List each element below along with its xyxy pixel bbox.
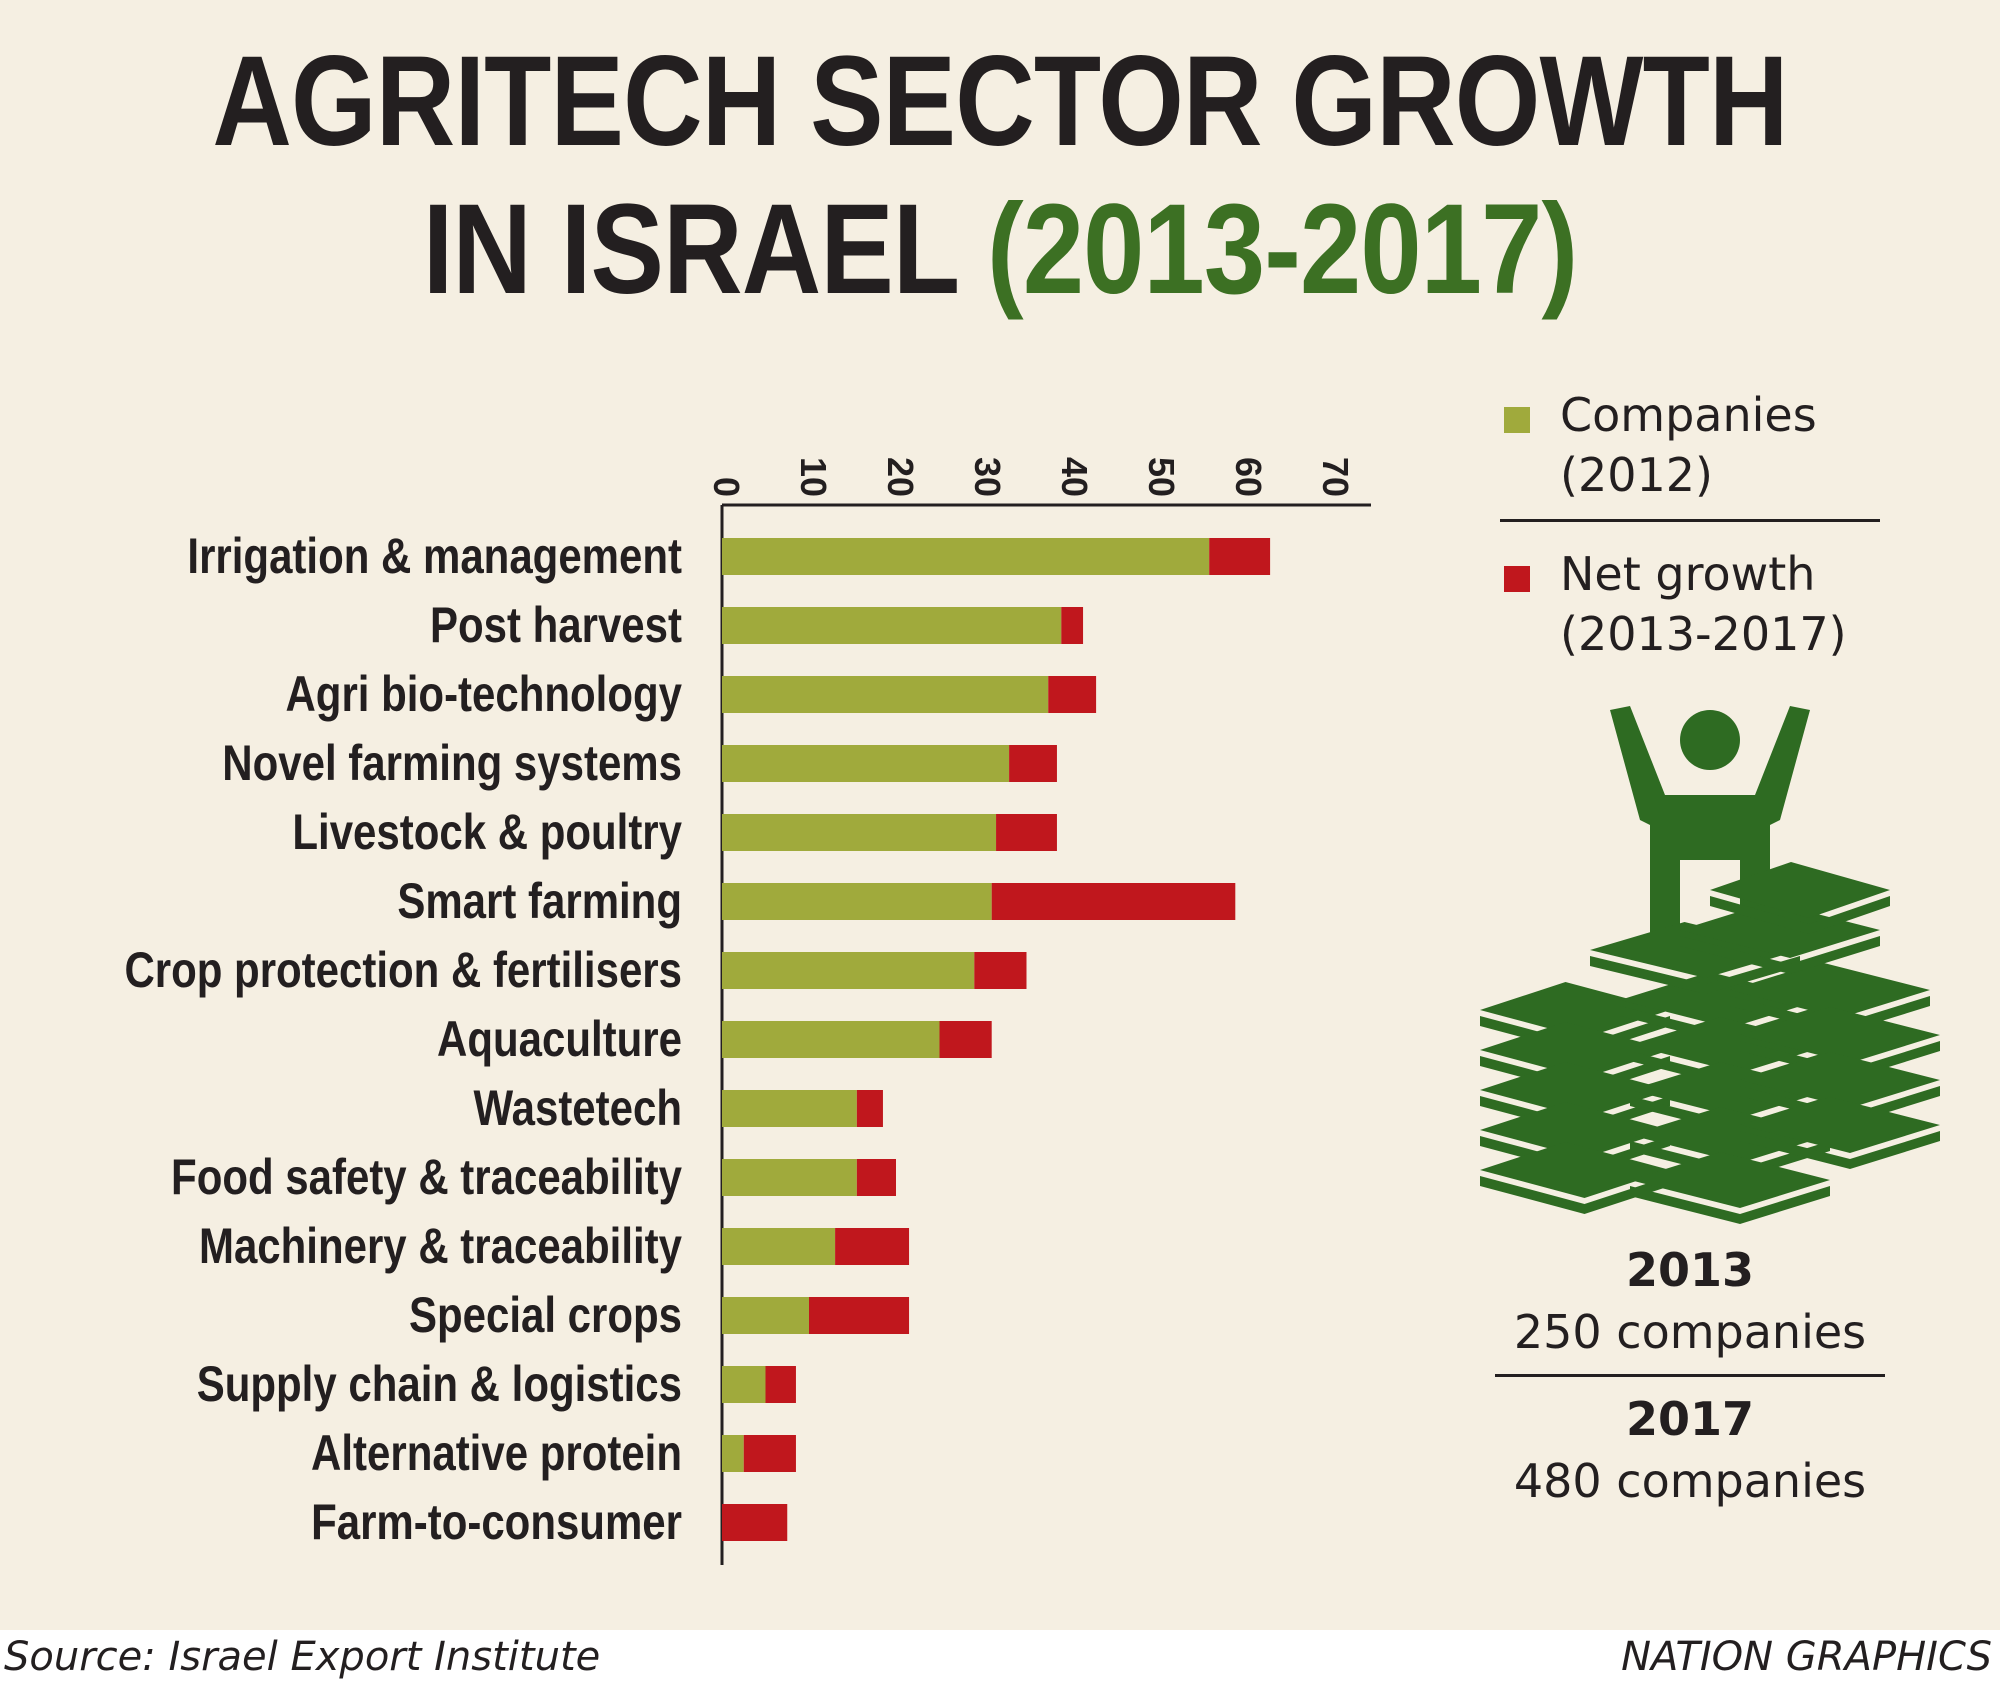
category-label: Alternative protein [311,1425,682,1481]
bar-net-growth [939,1021,992,1058]
x-tick-label: 70 [1315,457,1356,497]
bar-companies [722,745,1010,782]
totals-count-2013: 250 companies [1513,1305,1867,1359]
category-label: Wastetech [474,1080,682,1136]
x-tick-label: 40 [1054,457,1095,497]
totals-year-2013: 2013 [1625,1243,1755,1297]
bar-net-growth [722,1504,788,1541]
category-label: Special crops [409,1287,682,1343]
bar-companies [722,1021,940,1058]
title-line-2-text: IN ISRAEL [422,178,958,321]
legend-swatch-companies [1504,407,1530,433]
totals-count-2017: 480 companies [1513,1454,1867,1508]
bar-companies [722,952,975,989]
bar-companies [722,1090,857,1127]
footer: Source: Israel Export Institute NATION G… [0,1630,2000,1692]
category-label: Smart farming [397,873,682,929]
title-accent: (2013-2017) [987,178,1578,321]
bar-net-growth [1048,676,1097,713]
x-tick-label: 50 [1141,457,1182,497]
source-note: Source: Israel Export Institute [4,1634,601,1680]
person-on-money-stack-icon [1480,706,1940,1224]
legend-item-net-growth: Net growth (2013-2017) [1500,544,1880,664]
totals-year-2017: 2017 [1625,1392,1755,1446]
chart-bars [722,538,1271,1541]
x-tick-label: 20 [880,457,921,497]
bar-companies [722,1159,857,1196]
category-label: Aquaculture [437,1011,682,1067]
category-label: Food safety & traceability [171,1149,682,1205]
category-label: Machinery & traceability [199,1218,682,1274]
x-tick-label: 60 [1228,457,1269,497]
bar-net-growth [765,1366,796,1403]
bar-net-growth [1209,538,1271,575]
bar-companies [722,607,1062,644]
bar-companies [722,1366,766,1403]
category-label: Livestock & poultry [292,804,682,860]
legend-companies-line1: Companies [1560,388,1817,442]
bar-net-growth [809,1297,910,1334]
bar-net-growth [991,883,1236,920]
legend-companies-line2: (2012) [1560,448,1713,502]
bar-companies [722,1297,809,1334]
category-label: Agri bio-technology [285,666,682,722]
legend-item-companies: Companies (2012) [1500,385,1880,505]
legend-growth-line1: Net growth [1560,547,1816,601]
x-tick-label: 10 [793,457,834,497]
bar-net-growth [856,1090,883,1127]
bar-companies [722,538,1210,575]
title-line-2: IN ISRAEL (2013-2017) [140,176,1860,324]
category-label: Crop protection & fertilisers [124,942,682,998]
bar-net-growth [996,814,1057,851]
category-label: Irrigation & management [187,528,682,584]
x-tick-label: 0 [706,477,747,497]
legend: Companies (2012) Net growth (2013-2017) [1500,385,1880,664]
bar-net-growth [743,1435,796,1472]
legend-growth-line2: (2013-2017) [1560,607,1847,661]
totals-divider [1495,1374,1885,1377]
category-label: Novel farming systems [222,735,682,791]
bar-net-growth [835,1228,910,1265]
totals-panel: 2013 250 companies 2017 480 companies [1495,1240,1885,1513]
x-tick-label: 30 [967,457,1008,497]
title-line-1: AGRITECH SECTOR GROWTH [212,30,1788,173]
category-label: Post harvest [430,597,682,653]
bar-net-growth [1061,607,1084,644]
bar-net-growth [974,952,1027,989]
bar-companies [722,814,997,851]
bar-companies [722,1228,836,1265]
credit-note: NATION GRAPHICS [1621,1634,1992,1680]
category-label: Supply chain & logistics [197,1356,682,1412]
bar-net-growth [856,1159,896,1196]
legend-swatch-net-growth [1504,566,1530,592]
category-label: Farm-to-consumer [311,1494,682,1550]
bar-companies [722,1435,744,1472]
bar-companies [722,676,1049,713]
page-title: AGRITECH SECTOR GROWTH IN ISRAEL (2013-2… [140,28,1860,324]
bar-companies [722,883,992,920]
category-labels: Irrigation & management Post harvest Agri … [124,528,682,1550]
bar-net-growth [1009,745,1057,782]
legend-divider [1500,519,1880,522]
